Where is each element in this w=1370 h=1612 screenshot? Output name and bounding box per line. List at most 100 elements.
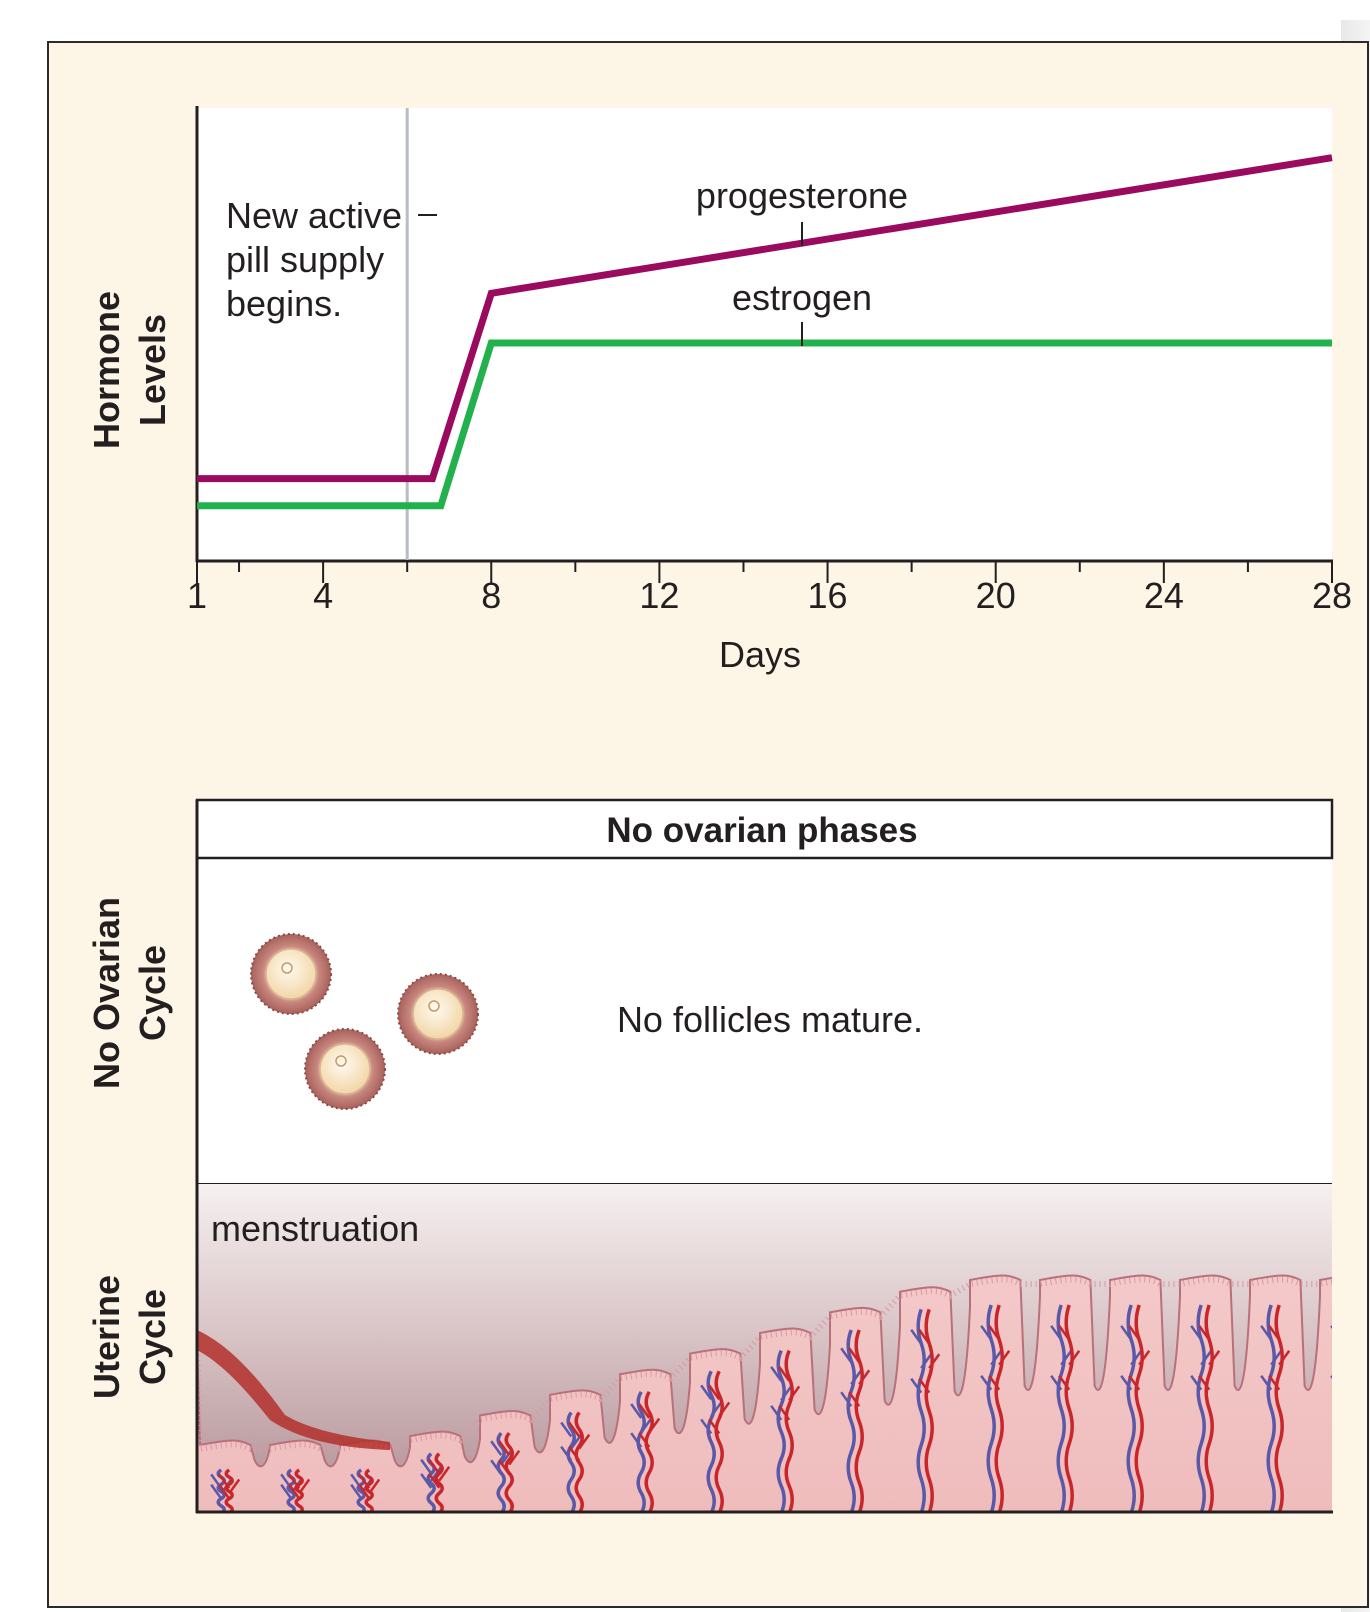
ovarian-area (197, 800, 1332, 1184)
y-axis-title-line-1: Hormone (86, 291, 127, 449)
blood-vessel-branch (218, 1473, 231, 1490)
blood-vessel-branch (998, 1350, 1011, 1366)
blood-vessel-branch (1260, 1374, 1273, 1391)
blood-vessel-branch (1120, 1374, 1133, 1391)
blood-vessel-branch (560, 1445, 573, 1462)
blood-vessel-branch (980, 1325, 993, 1341)
blood-vessel-branch (1190, 1374, 1203, 1391)
blood-vessel-branch (918, 1377, 931, 1394)
ovarian-section: No ovarian phases No follicles mature. N… (86, 798, 1334, 1185)
blood-vessel-branch (630, 1432, 643, 1448)
blood-vessel-branch (1120, 1325, 1133, 1341)
blood-vessel-branch (1278, 1350, 1291, 1366)
x-axis-tick-labels: 1 4 8 12 16 20 24 28 (187, 575, 1352, 616)
blood-vessel (784, 1349, 794, 1513)
blood-vessel-branch (1268, 1374, 1281, 1391)
blood-vessel (706, 1370, 716, 1513)
blood-vessel-branch (428, 1458, 441, 1475)
blood-vessel-branch (1138, 1350, 1151, 1366)
series-line-estrogen (197, 339, 1332, 510)
blood-vessel-branch (990, 1350, 1003, 1366)
blood-vessel-branch (280, 1483, 293, 1500)
ovarian-side-line-1: No Ovarian (86, 897, 127, 1089)
chart-plot-area (197, 108, 1332, 560)
blood-vessel-branch (988, 1374, 1001, 1391)
x-axis-title: Days (719, 634, 801, 675)
ovarian-side-line-2: Cycle (132, 945, 173, 1041)
blood-vessel-branch (508, 1449, 521, 1466)
menstrual-blood (197, 1330, 390, 1450)
blood-vessel-branch (788, 1385, 801, 1402)
blood-vessel-branch (578, 1433, 591, 1450)
blood-vessel-branch (848, 1347, 861, 1364)
uterine-side-line-2: Cycle (132, 1289, 173, 1385)
blood-vessel-branch (928, 1353, 941, 1369)
blood-vessel-branch (910, 1328, 923, 1345)
blood-vessel-branch (1128, 1374, 1141, 1391)
blood-vessel-branch (1270, 1350, 1283, 1366)
blood-vessel (1346, 1305, 1352, 1513)
blood-vessel-branch (218, 1483, 231, 1500)
follicle-icon (250, 933, 332, 1015)
follicle-icon (397, 973, 479, 1055)
uterine-side-line-1: Uterine (86, 1275, 127, 1399)
blood-vessel-branch (848, 1391, 861, 1407)
hormone-chart: 1 4 8 12 16 20 24 28 progesterone estrogen New … (86, 106, 1352, 675)
follicle-icon (304, 1028, 386, 1110)
blood-vessel-branch (1349, 1351, 1359, 1365)
blood-vessel-branch (710, 1401, 723, 1418)
blood-vessel-branch (708, 1418, 721, 1435)
blood-vessel-branch (420, 1473, 433, 1489)
blood-vessel-branch (840, 1347, 853, 1364)
blood-vessel-branch (638, 1403, 651, 1419)
blood-vessel-branch (630, 1403, 643, 1419)
blood-vessel-branch (498, 1459, 511, 1475)
x-tick-label: 28 (1312, 575, 1352, 616)
blood-vessel (714, 1370, 724, 1513)
blood-vessel-branch (1208, 1350, 1221, 1366)
blood-vessel-branch (780, 1385, 793, 1402)
blood-vessel-branch (210, 1483, 223, 1500)
blood-vessel-branch (570, 1433, 583, 1450)
x-tick-label: 20 (976, 575, 1016, 616)
x-axis-ticks (196, 561, 1333, 583)
blood-vessel-branch (988, 1325, 1001, 1341)
x-tick-label: 24 (1144, 575, 1184, 616)
blood-vessel-branch (700, 1418, 713, 1435)
blood-vessel-branch (1268, 1325, 1281, 1341)
blood-vessel-branch (228, 1478, 241, 1495)
blood-vessel-branch (560, 1421, 573, 1438)
blood-vessel-branch (288, 1483, 301, 1500)
blood-vessel-branch (1330, 1375, 1332, 1379)
x-tick-label: 16 (808, 575, 848, 616)
blood-vessel-branch (640, 1417, 653, 1434)
annotation-line-2: pill supply (226, 239, 384, 280)
ovarian-header: No ovarian phases (606, 811, 917, 850)
x-tick-label: 1 (187, 575, 207, 616)
blood-vessel-branch (498, 1440, 511, 1456)
blood-vessel-branch (350, 1483, 363, 1500)
blood-vessel-branch (428, 1473, 441, 1489)
blood-vessel-branch (1130, 1350, 1143, 1366)
series-line-progesterone (197, 154, 1333, 483)
blood-vessel-branch (850, 1369, 863, 1385)
ovarian-header-box (195, 798, 1334, 860)
blood-vessel-branch (1050, 1374, 1063, 1391)
series-label-estrogen: estrogen (732, 277, 872, 318)
blood-vessel-branch (490, 1459, 503, 1475)
series-label-progesterone: progesterone (696, 175, 908, 216)
blood-vessel-branch (778, 1366, 791, 1382)
blood-vessel-branch (1200, 1350, 1213, 1366)
ovarian-text: No follicles mature. (617, 999, 923, 1040)
blood-vessel-branch (288, 1473, 301, 1490)
blood-vessel-branch (1060, 1350, 1073, 1366)
blood-vessel-branch (368, 1478, 381, 1495)
blood-vessel-branch (1330, 1325, 1332, 1330)
blood-vessels (210, 1304, 1359, 1513)
blood-vessel-branch (770, 1405, 783, 1421)
y-axis-title-line-2: Levels (132, 314, 173, 426)
blood-vessel-branch (858, 1369, 871, 1385)
blood-vessel-branch (1058, 1374, 1071, 1391)
blood-vessel-branch (500, 1449, 513, 1466)
